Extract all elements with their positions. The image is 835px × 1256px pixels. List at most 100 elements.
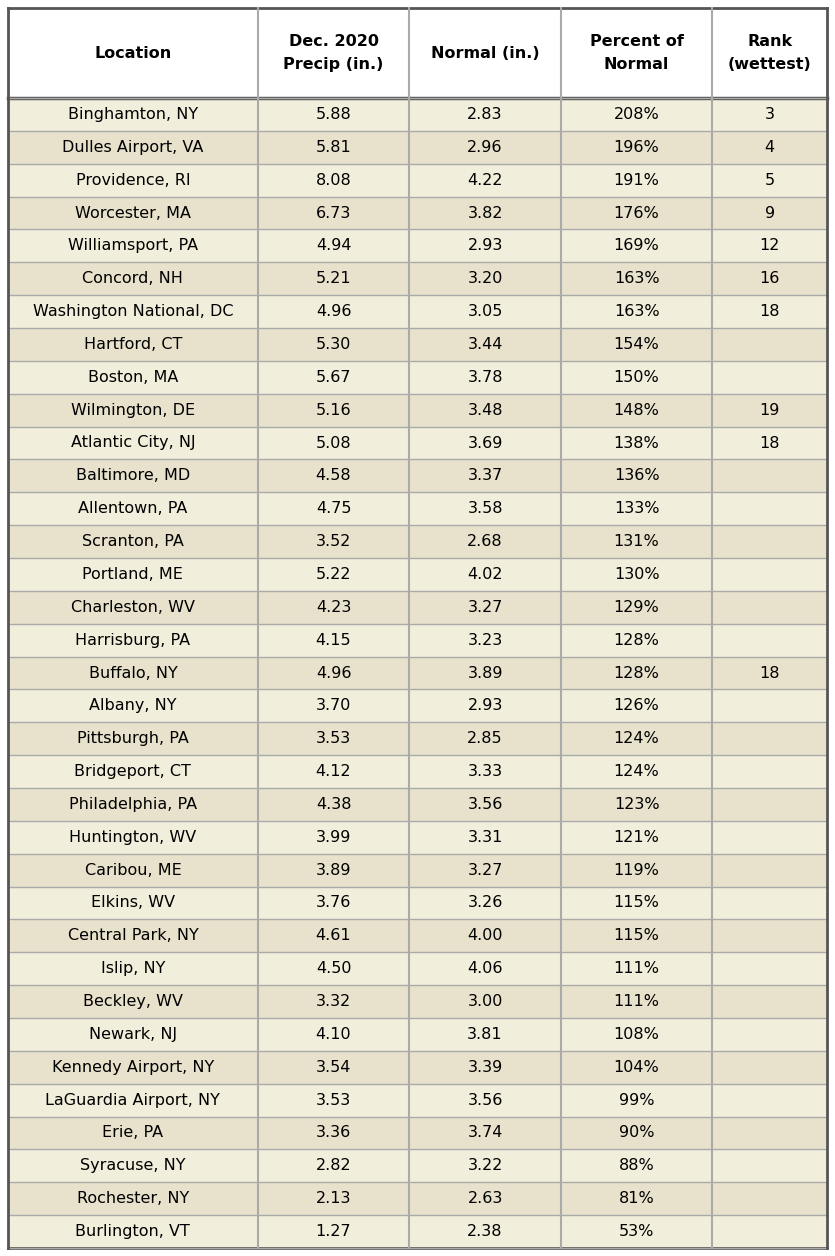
Text: 3.33: 3.33 [468, 764, 503, 779]
Text: 4.02: 4.02 [468, 566, 503, 582]
Text: 4.58: 4.58 [316, 468, 352, 484]
Text: 133%: 133% [614, 501, 660, 516]
Text: 3.69: 3.69 [468, 436, 503, 451]
Text: 5.30: 5.30 [316, 337, 352, 352]
Text: Pittsburgh, PA: Pittsburgh, PA [77, 731, 189, 746]
Text: Wilmington, DE: Wilmington, DE [71, 403, 195, 418]
Text: 2.68: 2.68 [468, 534, 503, 549]
Text: 2.63: 2.63 [468, 1191, 503, 1206]
Text: Kennedy Airport, NY: Kennedy Airport, NY [52, 1060, 214, 1075]
Text: 148%: 148% [614, 403, 660, 418]
Text: 3.53: 3.53 [316, 1093, 352, 1108]
Text: 2.38: 2.38 [468, 1225, 503, 1240]
Bar [8, 295, 827, 328]
Text: 18: 18 [759, 304, 780, 319]
Text: Dec. 2020
Precip (in.): Dec. 2020 Precip (in.) [283, 34, 384, 72]
Text: 3.48: 3.48 [468, 403, 503, 418]
Bar [8, 952, 827, 985]
Text: 4.50: 4.50 [316, 961, 352, 976]
Text: 99%: 99% [619, 1093, 655, 1108]
Text: LaGuardia Airport, NY: LaGuardia Airport, NY [45, 1093, 220, 1108]
Bar [8, 1084, 827, 1117]
Bar [8, 263, 827, 295]
Text: 150%: 150% [614, 369, 660, 384]
Text: 3.05: 3.05 [468, 304, 503, 319]
Text: 121%: 121% [614, 830, 660, 845]
Text: Albany, NY: Albany, NY [89, 698, 177, 713]
Text: 3.56: 3.56 [468, 796, 503, 811]
Text: 4.94: 4.94 [316, 239, 352, 254]
Text: 4.06: 4.06 [468, 961, 503, 976]
Bar [8, 1149, 827, 1182]
Text: 208%: 208% [614, 107, 660, 122]
Text: 8.08: 8.08 [316, 172, 352, 187]
Text: Buffalo, NY: Buffalo, NY [89, 666, 177, 681]
Text: 9: 9 [765, 206, 775, 221]
Text: 3: 3 [765, 107, 775, 122]
Text: 4.22: 4.22 [468, 172, 503, 187]
Text: 124%: 124% [614, 731, 660, 746]
Text: Scranton, PA: Scranton, PA [82, 534, 184, 549]
Text: 138%: 138% [614, 436, 660, 451]
Text: 18: 18 [759, 436, 780, 451]
Text: 131%: 131% [614, 534, 660, 549]
Text: 3.23: 3.23 [468, 633, 503, 648]
Text: Baltimore, MD: Baltimore, MD [76, 468, 190, 484]
Text: 4.23: 4.23 [316, 600, 352, 614]
Text: Portland, ME: Portland, ME [83, 566, 184, 582]
Text: 3.27: 3.27 [468, 600, 503, 614]
Bar [8, 821, 827, 854]
Text: 130%: 130% [614, 566, 660, 582]
Text: 3.36: 3.36 [316, 1125, 352, 1140]
Bar [8, 1117, 827, 1149]
Text: 136%: 136% [614, 468, 660, 484]
Text: 19: 19 [760, 403, 780, 418]
Text: 3.27: 3.27 [468, 863, 503, 878]
Text: 2.83: 2.83 [468, 107, 503, 122]
Text: Washington National, DC: Washington National, DC [33, 304, 233, 319]
Text: Philadelphia, PA: Philadelphia, PA [68, 796, 197, 811]
Text: 81%: 81% [619, 1191, 655, 1206]
Text: 104%: 104% [614, 1060, 660, 1075]
Text: 3.54: 3.54 [316, 1060, 352, 1075]
Text: 4.00: 4.00 [468, 928, 503, 943]
Text: 3.44: 3.44 [468, 337, 503, 352]
Bar [8, 230, 827, 263]
Text: 16: 16 [760, 271, 780, 286]
Text: Caribou, ME: Caribou, ME [84, 863, 181, 878]
Bar [8, 558, 827, 590]
Text: 90%: 90% [619, 1125, 655, 1140]
Bar [8, 360, 827, 393]
Text: 2.93: 2.93 [468, 239, 503, 254]
Text: 2.96: 2.96 [468, 139, 503, 154]
Text: 176%: 176% [614, 206, 660, 221]
Text: 6.73: 6.73 [316, 206, 352, 221]
Text: 3.89: 3.89 [316, 863, 352, 878]
Text: 3.00: 3.00 [468, 993, 503, 1009]
Bar [8, 788, 827, 821]
Bar [8, 328, 827, 360]
Bar [8, 427, 827, 460]
Text: Normal (in.): Normal (in.) [431, 45, 539, 60]
Text: 3.74: 3.74 [468, 1125, 503, 1140]
Bar [8, 755, 827, 788]
Text: Charleston, WV: Charleston, WV [71, 600, 195, 614]
Text: Erie, PA: Erie, PA [103, 1125, 164, 1140]
Text: 3.76: 3.76 [316, 896, 352, 911]
Text: 3.89: 3.89 [468, 666, 503, 681]
Bar [8, 197, 827, 230]
Text: 4.75: 4.75 [316, 501, 352, 516]
Text: 4.61: 4.61 [316, 928, 352, 943]
Text: 128%: 128% [614, 633, 660, 648]
Text: 3.31: 3.31 [468, 830, 503, 845]
Text: Allentown, PA: Allentown, PA [78, 501, 188, 516]
Text: 129%: 129% [614, 600, 660, 614]
Bar [8, 854, 827, 887]
Text: 5.21: 5.21 [316, 271, 352, 286]
Bar [8, 690, 827, 722]
Text: 2.85: 2.85 [468, 731, 503, 746]
Bar [8, 1182, 827, 1215]
Text: 4.12: 4.12 [316, 764, 352, 779]
Text: 5.08: 5.08 [316, 436, 352, 451]
Text: 5.88: 5.88 [316, 107, 352, 122]
